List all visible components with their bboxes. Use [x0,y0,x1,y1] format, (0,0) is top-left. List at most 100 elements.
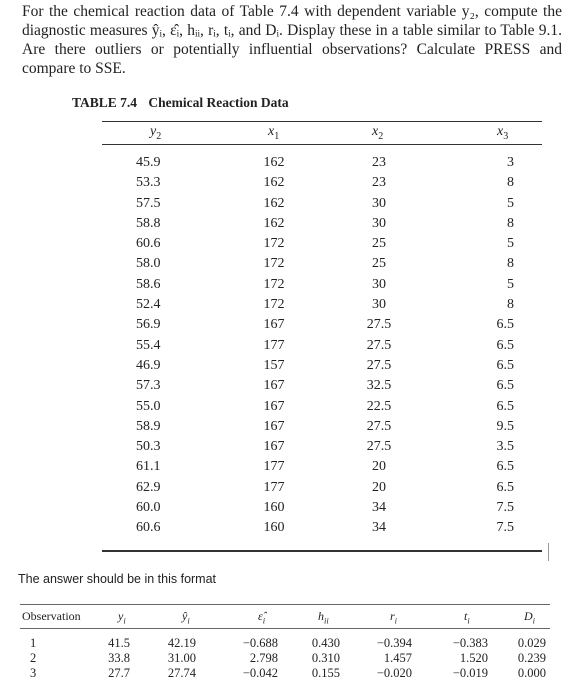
cell-x1: 157 [263,357,285,373]
table-7-4-caption: TABLE 7.4 Chemical Reaction Data [72,95,289,111]
cell-x2: 27.5 [366,337,392,353]
answer-cell-y: 27.7 [108,666,130,680]
cell-x3: 9.5 [496,418,515,434]
cell-x1: 172 [263,297,285,313]
cell-x3: 7.5 [496,520,515,536]
cell-x3: 3.5 [496,439,515,455]
cell-x3: 6.5 [496,479,515,495]
answer-cell-residual: −0.688 [242,636,278,650]
answer-cell-d: 0.239 [517,651,546,665]
cell-x1: 162 [263,175,285,191]
table-row: 58.6 172 30 5 [0,277,572,297]
answer-cell-d: 0.029 [517,636,546,650]
cell-x3: 3 [507,155,514,170]
table-row: 46.9 157 27.5 6.5 [0,358,572,378]
answer-cell-leverage: 0.310 [311,651,340,665]
cell-y2: 46.9 [136,357,161,373]
answer-cell-yhat: 27.74 [167,666,196,680]
cell-x2: 34 [372,500,386,516]
cell-x2: 30 [372,276,386,292]
cell-x3: 6.5 [496,337,515,353]
question-text: For the chemical reaction data of Table … [22,3,562,77]
table-row: 60.6 160 34 7.5 [0,520,572,540]
answer-cell-d: 0.000 [517,666,546,680]
cell-x3: 6.5 [496,378,515,394]
cell-y2: 62.9 [136,479,161,495]
table-row: 58.9 167 27.5 9.5 [0,419,572,439]
answer-table-header-rule [20,628,550,629]
answer-cell-t: −0.383 [452,636,488,650]
format-note: The answer should be in this format [18,572,217,586]
cell-x2: 23 [372,175,386,191]
cell-x1: 167 [263,439,285,455]
cell-y2: 56.9 [136,317,161,333]
table-row: 55.0 167 22.5 6.5 [0,399,572,419]
cell-x2: 27.5 [366,439,392,455]
cell-x2: 27.5 [366,357,392,373]
cell-y2: 53.3 [136,175,161,191]
table-row: 55.4 177 27.5 6.5 [0,338,572,358]
col-header-x3: x3 [497,124,509,142]
cell-y2: 57.3 [136,378,161,394]
answer-cell-leverage: 0.430 [311,636,340,650]
cell-x1: 160 [263,520,285,536]
cell-x1: 162 [263,195,285,211]
cell-x2: 25 [372,256,386,272]
ans-header-d: Di [524,609,536,626]
cell-x1: 167 [263,378,285,394]
cell-y2: 61.1 [136,459,161,475]
answer-cell-t: 1.520 [459,651,488,665]
table-row: 53.3 162 23 8 [0,175,572,195]
answer-cell-y: 33.8 [108,651,130,665]
cell-x3: 8 [507,256,514,272]
ans-header-yhat: ŷi [182,609,190,626]
cell-x2: 32.5 [366,378,392,394]
cell-y2: 45.9 [136,155,161,170]
table-row: 61.1 177 20 6.5 [0,459,572,479]
margin-mark [548,543,549,561]
table-row: 62.9 177 20 6.5 [0,480,572,500]
cell-y2: 60.0 [136,500,161,516]
cell-y2: 55.0 [136,398,161,414]
cell-x1: 177 [263,479,285,495]
table-row: 45.9 162 23 3 [0,155,572,175]
cell-x1: 167 [263,317,285,333]
cell-x2: 27.5 [366,317,392,333]
cell-x3: 8 [507,297,514,313]
answer-cell-yhat: 42.19 [167,636,196,650]
cell-y2: 58.8 [136,215,161,231]
table-row: 60.6 172 25 5 [0,236,572,256]
cell-x3: 8 [507,215,514,231]
cell-x3: 6.5 [496,459,515,475]
cell-y2: 60.6 [136,236,161,252]
table-row: 57.5 162 30 5 [0,196,572,216]
cell-y2: 58.0 [136,256,161,272]
cell-x1: 172 [263,236,285,252]
ans-header-y: yi [118,609,126,626]
cell-x3: 7.5 [496,500,515,516]
table-row: 52.4 172 30 8 [0,297,572,317]
answer-cell-observation: 2 [30,651,37,665]
cell-x2: 23 [372,155,386,170]
cell-x2: 20 [372,479,386,495]
cell-x1: 177 [263,337,285,353]
table-top-rule [102,121,542,122]
cell-x3: 5 [507,195,514,211]
cell-x3: 6.5 [496,357,515,373]
ans-header-leverage: hii [318,609,329,626]
answer-cell-residual: −0.042 [242,666,278,680]
answer-row: 3 27.7 27.74 −0.042 0.155 −0.020 −0.019 0.000 [0,666,572,681]
table-row: 58.0 172 25 8 [0,256,572,276]
table-bottom-rule [102,550,542,552]
table-row: 60.0 160 34 7.5 [0,500,572,520]
table-header-rule [102,144,542,145]
cell-x2: 30 [372,195,386,211]
ans-header-observation: Observation [22,609,81,623]
answer-table-top-rule [20,604,550,605]
cell-y2: 57.5 [136,195,161,211]
answer-cell-residual: 2.798 [249,651,278,665]
cell-x2: 20 [372,459,386,475]
col-header-x2: x2 [372,124,384,142]
cell-x2: 30 [372,215,386,231]
col-header-y2: y2 [150,124,162,142]
